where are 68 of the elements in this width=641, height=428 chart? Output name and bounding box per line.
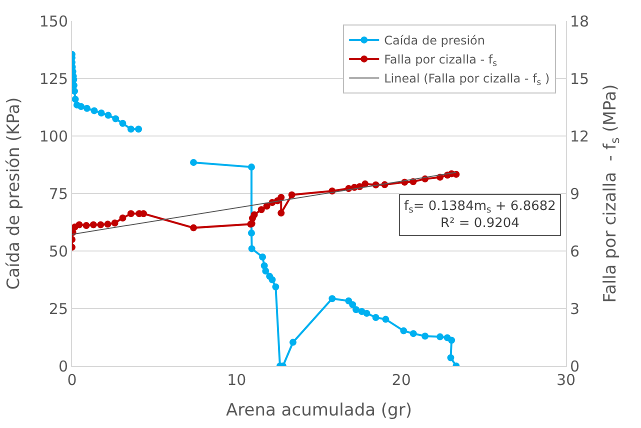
point — [448, 336, 456, 344]
point — [90, 221, 97, 228]
annotation: f$_{s}$= 0.1384m$_{s}$ + 6.8682 R² = 0.9204 — [404, 199, 556, 231]
point — [98, 110, 105, 116]
point — [111, 220, 118, 227]
point — [83, 104, 90, 112]
point — [76, 221, 83, 228]
legend-label: Falla por cizalla - f$_{s}$ — [384, 52, 497, 68]
point — [248, 164, 255, 171]
point — [363, 310, 370, 317]
point — [362, 180, 369, 188]
point — [78, 103, 85, 110]
point — [127, 126, 134, 133]
y-axis-title: Caída de presión (KPa) — [4, 97, 24, 290]
point — [72, 96, 79, 103]
point — [272, 283, 280, 290]
point — [447, 354, 454, 362]
point — [119, 120, 126, 127]
point — [328, 295, 336, 302]
point — [258, 206, 265, 214]
y-tick-label: 0 — [58, 357, 68, 376]
point — [410, 330, 417, 338]
point — [135, 126, 142, 133]
y2-tick-label: 15 — [570, 70, 590, 88]
legend-label: Lineal (Falla por cizalla - f$_{s}$ ) — [384, 72, 550, 88]
point — [72, 88, 78, 95]
point — [422, 332, 429, 340]
x-tick-label: 10 — [227, 371, 246, 389]
point — [104, 112, 112, 119]
point — [248, 230, 255, 237]
point — [259, 253, 266, 260]
y2-tick-label: 12 — [570, 127, 590, 146]
y-tick-label: 50 — [48, 242, 68, 260]
y2-tick-label: 6 — [570, 242, 580, 260]
point — [352, 306, 360, 314]
point — [82, 222, 90, 230]
point — [190, 224, 198, 232]
y-tick-label: 25 — [48, 300, 68, 318]
point — [268, 276, 276, 284]
point — [190, 158, 198, 166]
y2-tick-label: 18 — [570, 12, 590, 30]
point — [288, 191, 296, 198]
y-tick-label: 125 — [39, 70, 68, 88]
point — [262, 268, 270, 275]
y-tick-label: 75 — [48, 184, 68, 203]
y-tick-label: 150 — [39, 12, 68, 30]
point — [250, 211, 258, 218]
point — [119, 214, 126, 222]
point — [436, 333, 444, 340]
point — [90, 107, 98, 114]
point — [97, 221, 104, 228]
point — [104, 220, 112, 228]
x-tick-label: 20 — [392, 371, 411, 389]
point — [278, 210, 285, 217]
point — [372, 314, 380, 321]
legend-label: Caída de presión — [384, 34, 485, 48]
point — [127, 210, 134, 218]
point — [112, 115, 120, 122]
y-tick-label: 100 — [39, 127, 68, 146]
x-axis-title: Arena acumulada (gr) — [226, 400, 412, 420]
y2-tick-label: 3 — [570, 300, 580, 318]
point — [278, 194, 285, 201]
point — [248, 245, 256, 252]
point — [382, 316, 390, 323]
point — [400, 327, 408, 334]
point — [349, 301, 356, 308]
y2-tick-label: 9 — [570, 184, 580, 203]
point — [289, 338, 296, 346]
